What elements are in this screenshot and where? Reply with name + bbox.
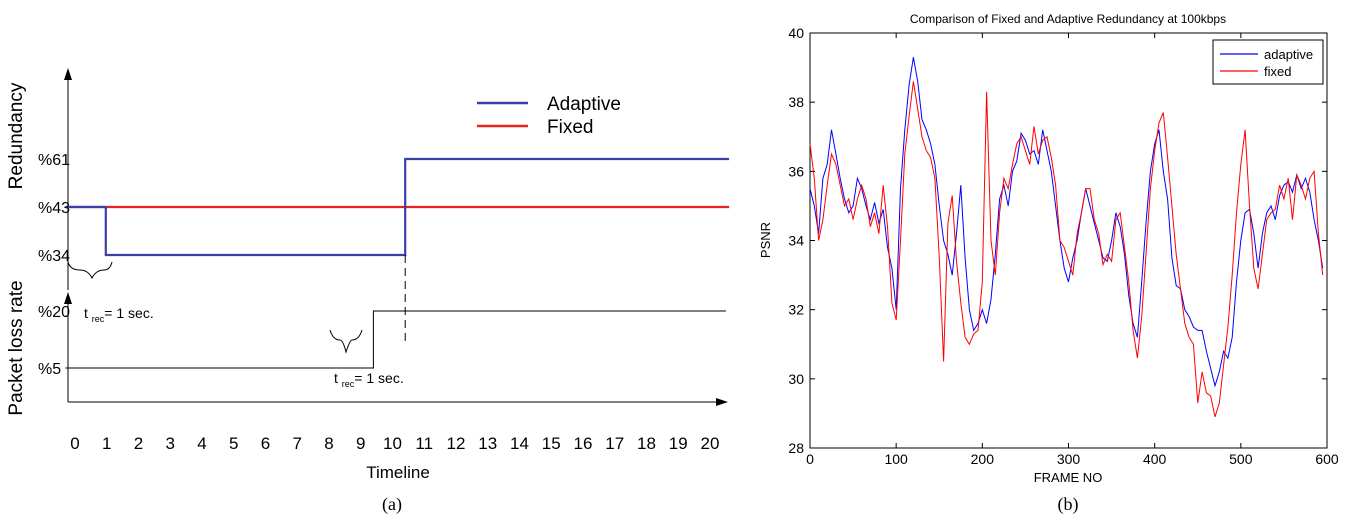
annotation-trec1: t rec= 1 sec. — [84, 305, 154, 324]
chart-b-legend: adaptive fixed — [1212, 39, 1324, 85]
series-packet-loss-line — [65, 310, 726, 369]
y-tick-label: 38 — [788, 94, 804, 110]
x-tick-label: 400 — [1143, 451, 1167, 467]
chart-a-y-tick-labels: %61 %43 %34 %20 %5 — [38, 152, 70, 378]
chart-b-ylabel: PSNR — [758, 222, 773, 258]
chart-a-ylabel-redundancy: Redundancy — [6, 82, 27, 189]
chart-a-marks — [64, 68, 730, 406]
x-tick-label: 19 — [669, 434, 688, 453]
x-tick-label: 5 — [229, 434, 238, 453]
x-tick-label: 12 — [447, 434, 466, 453]
x-tick-label: 20 — [701, 434, 720, 453]
chart-b-xlabel: FRAME NO — [1034, 470, 1103, 485]
chart-b-series — [809, 57, 1324, 418]
x-tick-label: 10 — [383, 434, 402, 453]
series-fixed-line — [809, 81, 1324, 418]
x-tick-label: 15 — [542, 434, 561, 453]
x-tick-label: 200 — [971, 451, 995, 467]
x-tick-label: 7 — [293, 434, 302, 453]
chart-a-annotations: t rec= 1 sec. t rec= 1 sec. — [84, 305, 404, 389]
series-adaptive-line — [809, 57, 1324, 388]
chart-b-caption: (b) — [1058, 494, 1079, 515]
chart-a-xlabel: Timeline — [366, 463, 430, 482]
chart-a-caption: (a) — [382, 494, 402, 515]
x-tick-label: 13 — [478, 434, 497, 453]
plot-area — [809, 32, 1328, 449]
x-tick-label: 300 — [1057, 451, 1081, 467]
chart-a-x-tick-labels: 0 1 2 3 4 5 6 7 8 9 10 11 12 13 14 15 16 17 18 19 20 — [70, 434, 719, 453]
y-tick-label: 28 — [788, 440, 804, 456]
y-tick-label: 30 — [788, 371, 804, 387]
chart-b-title: Comparison of Fixed and Adaptive Redunda… — [910, 12, 1226, 26]
x-tick-label: 600 — [1315, 451, 1339, 467]
x-tick-label: 0 — [70, 434, 79, 453]
x-tick-label: 500 — [1229, 451, 1253, 467]
chart-a-ylabel-packet-loss: Packet loss rate — [6, 280, 27, 415]
y-tick-label: 34 — [788, 233, 804, 249]
x-tick-label: 6 — [261, 434, 270, 453]
brace-icon — [67, 261, 113, 280]
x-tick-label: 2 — [134, 434, 143, 453]
brace-icon — [329, 329, 363, 354]
redundancy-tick-label: %43 — [38, 200, 70, 217]
x-tick-label: 3 — [166, 434, 175, 453]
redundancy-tick-label: %61 — [38, 152, 70, 169]
legend-label-fixed: Fixed — [547, 117, 593, 138]
legend-box — [1212, 39, 1324, 85]
chart-b-y-tick-labels: 28 30 32 34 36 38 40 — [788, 25, 804, 456]
x-tick-label: 1 — [102, 434, 111, 453]
legend-label-adaptive: adaptive — [1264, 47, 1313, 62]
x-tick-label: 4 — [197, 434, 206, 453]
chart-a-timeline: 0 1 2 3 4 5 6 7 8 9 10 11 12 13 14 15 16 17 18 19 20 %61%43%… — [6, 68, 730, 515]
y-tick-label: 36 — [788, 163, 804, 179]
x-axis-arrow-icon — [716, 398, 728, 406]
x-tick-label: 17 — [605, 434, 624, 453]
legend-label-adaptive: Adaptive — [547, 94, 621, 115]
redundancy-tick-label: %34 — [38, 248, 70, 265]
legend-label-fixed: fixed — [1264, 64, 1291, 79]
redundancy-y-axis-arrow-icon — [64, 68, 72, 80]
x-tick-label: 100 — [884, 451, 908, 467]
x-tick-label: 16 — [574, 434, 593, 453]
x-tick-label: 14 — [510, 434, 529, 453]
x-tick-label: 11 — [415, 434, 433, 453]
chart-b-frame — [809, 32, 1328, 449]
x-tick-label: 9 — [356, 434, 365, 453]
y-tick-label: 40 — [788, 25, 804, 41]
chart-b-x-tick-labels: 0 100 200 300 400 500 600 — [806, 451, 1339, 467]
y-tick-label: 32 — [788, 302, 804, 318]
loss-tick-label: %5 — [38, 361, 61, 378]
loss-y-axis-arrow-icon — [64, 292, 72, 304]
loss-tick-label: %20 — [38, 304, 70, 321]
annotation-trec2: t rec= 1 sec. — [334, 370, 404, 389]
series-adaptive-line — [65, 157, 730, 257]
x-tick-label: 0 — [806, 451, 814, 467]
x-tick-label: 8 — [324, 434, 333, 453]
x-tick-label: 18 — [637, 434, 656, 453]
